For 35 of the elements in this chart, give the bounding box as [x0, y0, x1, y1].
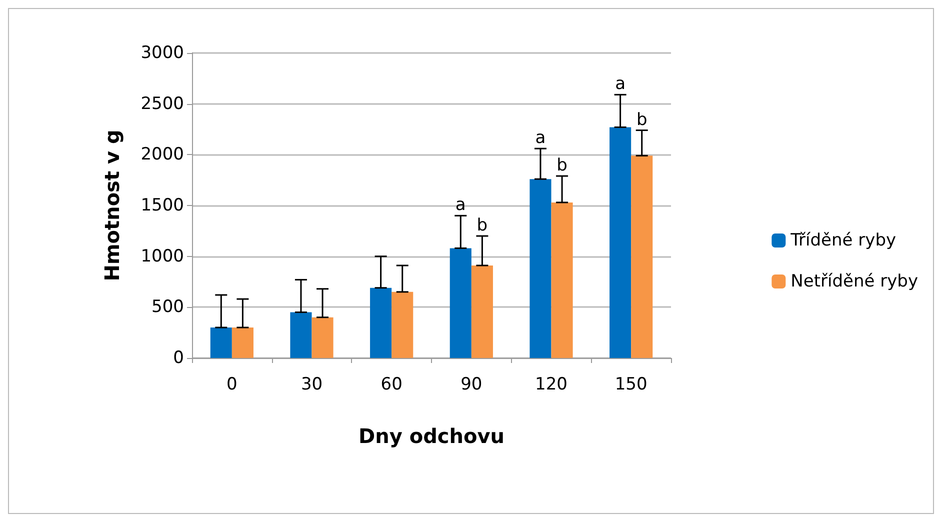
- bar: [232, 328, 254, 358]
- annotation: a: [535, 128, 546, 148]
- x-tick-label: 150: [614, 374, 648, 394]
- x-axis-title: Dny odchovu: [358, 424, 505, 448]
- bar: [312, 317, 334, 358]
- annotation: a: [615, 74, 626, 94]
- x-tick-label: 30: [300, 374, 323, 394]
- bar: [392, 292, 414, 358]
- y-tick-label: 500: [152, 297, 184, 318]
- y-tick-label: 0: [173, 348, 184, 368]
- x-tick-label: 60: [380, 374, 402, 394]
- legend-label: Tříděné ryby: [790, 230, 896, 250]
- annotation: b: [476, 216, 488, 236]
- annotation: b: [556, 156, 568, 176]
- bar: [471, 265, 493, 358]
- y-axis-title: Hmotnost v g: [100, 130, 124, 282]
- bar: [210, 328, 232, 358]
- bar: [450, 248, 472, 358]
- y-tick-label: 2000: [140, 144, 184, 165]
- legend-label: Netříděné ryby: [790, 272, 918, 292]
- x-tick-label: 0: [226, 374, 238, 394]
- bar: [631, 156, 653, 358]
- bar: [370, 288, 392, 358]
- bar: [551, 202, 573, 358]
- y-tick-label: 1000: [140, 246, 184, 266]
- bar: [610, 127, 632, 358]
- bar: [290, 312, 312, 358]
- x-tick-label: 90: [460, 374, 482, 394]
- y-tick-label: 1500: [140, 196, 184, 216]
- y-tick-label: 2500: [140, 94, 184, 114]
- annotation: a: [455, 195, 466, 216]
- bar: [530, 179, 552, 358]
- annotation: b: [636, 110, 648, 130]
- y-tick-label: 3000: [140, 43, 184, 63]
- x-tick-label: 120: [535, 374, 568, 394]
